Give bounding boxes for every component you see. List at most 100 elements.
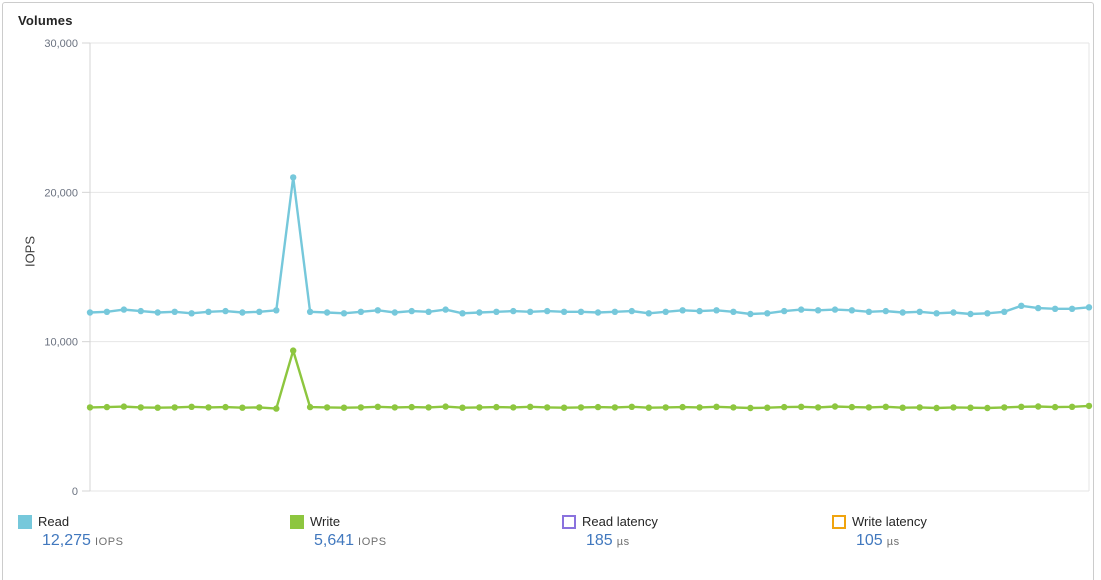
write-data-point[interactable] [950,404,957,411]
read-data-point[interactable] [425,308,432,315]
write-data-point[interactable] [391,404,398,411]
write-data-point[interactable] [594,403,602,411]
write-data-point[interactable] [713,403,720,410]
read-data-point[interactable] [933,310,940,317]
read-data-point[interactable] [781,307,788,315]
read-data-point[interactable] [459,310,466,317]
write-data-point[interactable] [628,403,635,410]
write-data-point[interactable] [831,403,839,410]
read-data-point[interactable] [560,308,568,315]
read-data-point[interactable] [696,307,703,315]
read-data-point[interactable] [357,308,365,315]
legend-item-read-latency[interactable]: Read latency 185 µs [562,514,658,550]
read-data-point[interactable] [323,309,331,316]
read-data-point[interactable] [306,308,314,315]
write-data-point[interactable] [577,404,585,411]
read-data-point[interactable] [679,307,686,314]
read-data-point[interactable] [340,310,348,317]
read-data-point[interactable] [391,309,398,316]
read-data-point[interactable] [527,308,534,315]
read-data-point[interactable] [798,306,805,313]
write-data-point[interactable] [611,404,619,411]
write-data-point[interactable] [171,404,178,411]
write-data-point[interactable] [544,404,551,411]
read-data-point[interactable] [662,308,669,315]
read-data-point[interactable] [171,308,178,315]
write-data-point[interactable] [1085,402,1093,410]
write-data-point[interactable] [290,347,297,354]
read-data-point[interactable] [222,307,229,315]
read-data-point[interactable] [137,307,144,315]
read-data-point[interactable] [239,309,246,316]
write-data-point[interactable] [527,403,534,410]
write-data-point[interactable] [476,404,483,411]
write-data-point[interactable] [188,403,195,410]
read-data-point[interactable] [730,308,737,315]
write-data-point[interactable] [865,404,873,411]
write-checkbox[interactable] [290,514,304,529]
read-data-point[interactable] [442,306,449,313]
read-data-point[interactable] [577,308,585,315]
write-data-point[interactable] [256,404,263,411]
read-data-point[interactable] [154,309,161,316]
legend-item-write[interactable]: Write 5,641 IOPS [290,514,387,550]
write-data-point[interactable] [1018,403,1025,410]
write-data-point[interactable] [425,404,432,411]
read-data-point[interactable] [1068,305,1076,312]
write-data-point[interactable] [882,403,889,410]
read-data-point[interactable] [544,307,551,315]
read-data-point[interactable] [848,307,856,314]
write-data-point[interactable] [239,404,246,411]
write-data-point[interactable] [916,404,923,411]
legend-item-write-latency[interactable]: Write latency 105 µs [832,514,927,550]
write-data-point[interactable] [662,404,669,411]
read-series[interactable] [86,174,1093,318]
write-data-point[interactable] [340,404,348,411]
write-data-point[interactable] [747,404,754,412]
write-data-point[interactable] [814,404,822,411]
write-data-point[interactable] [848,403,856,411]
write-data-point[interactable] [984,404,991,412]
read-data-point[interactable] [984,310,991,317]
legend-item-read[interactable]: Read 12,275 IOPS [18,514,124,550]
read-data-point[interactable] [865,308,873,315]
write-data-point[interactable] [306,403,314,411]
write-data-point[interactable] [154,404,161,411]
write-data-point[interactable] [696,404,703,411]
write-data-point[interactable] [1035,403,1042,410]
write-data-point[interactable] [137,404,144,411]
read-data-point[interactable] [628,307,635,315]
write-data-point[interactable] [645,404,652,411]
read-data-point[interactable] [1085,304,1093,311]
read-latency-checkbox[interactable] [562,514,576,529]
write-data-point[interactable] [730,404,737,411]
write-data-point[interactable] [1001,404,1008,411]
write-data-point[interactable] [273,405,280,412]
read-data-point[interactable] [611,308,619,315]
read-data-point[interactable] [103,308,111,315]
read-data-point[interactable] [1018,302,1025,309]
write-data-point[interactable] [933,404,940,412]
read-data-point[interactable] [273,307,280,314]
write-data-point[interactable] [222,403,229,411]
read-data-point[interactable] [1051,305,1059,312]
write-data-point[interactable] [493,403,500,411]
write-data-point[interactable] [120,403,128,410]
read-data-point[interactable] [408,307,415,315]
write-data-point[interactable] [103,403,111,411]
write-data-point[interactable] [1051,403,1059,411]
read-checkbox[interactable] [18,514,32,529]
write-data-point[interactable] [798,403,805,410]
read-data-point[interactable] [747,310,754,318]
read-data-point[interactable] [764,310,771,317]
read-data-point[interactable] [967,310,974,318]
read-data-point[interactable] [493,308,500,315]
read-data-point[interactable] [256,308,263,315]
write-data-point[interactable] [205,404,212,411]
read-data-point[interactable] [374,307,381,314]
read-data-point[interactable] [290,174,297,181]
write-series[interactable] [86,347,1093,412]
read-data-point[interactable] [831,306,839,313]
read-data-point[interactable] [950,309,957,316]
